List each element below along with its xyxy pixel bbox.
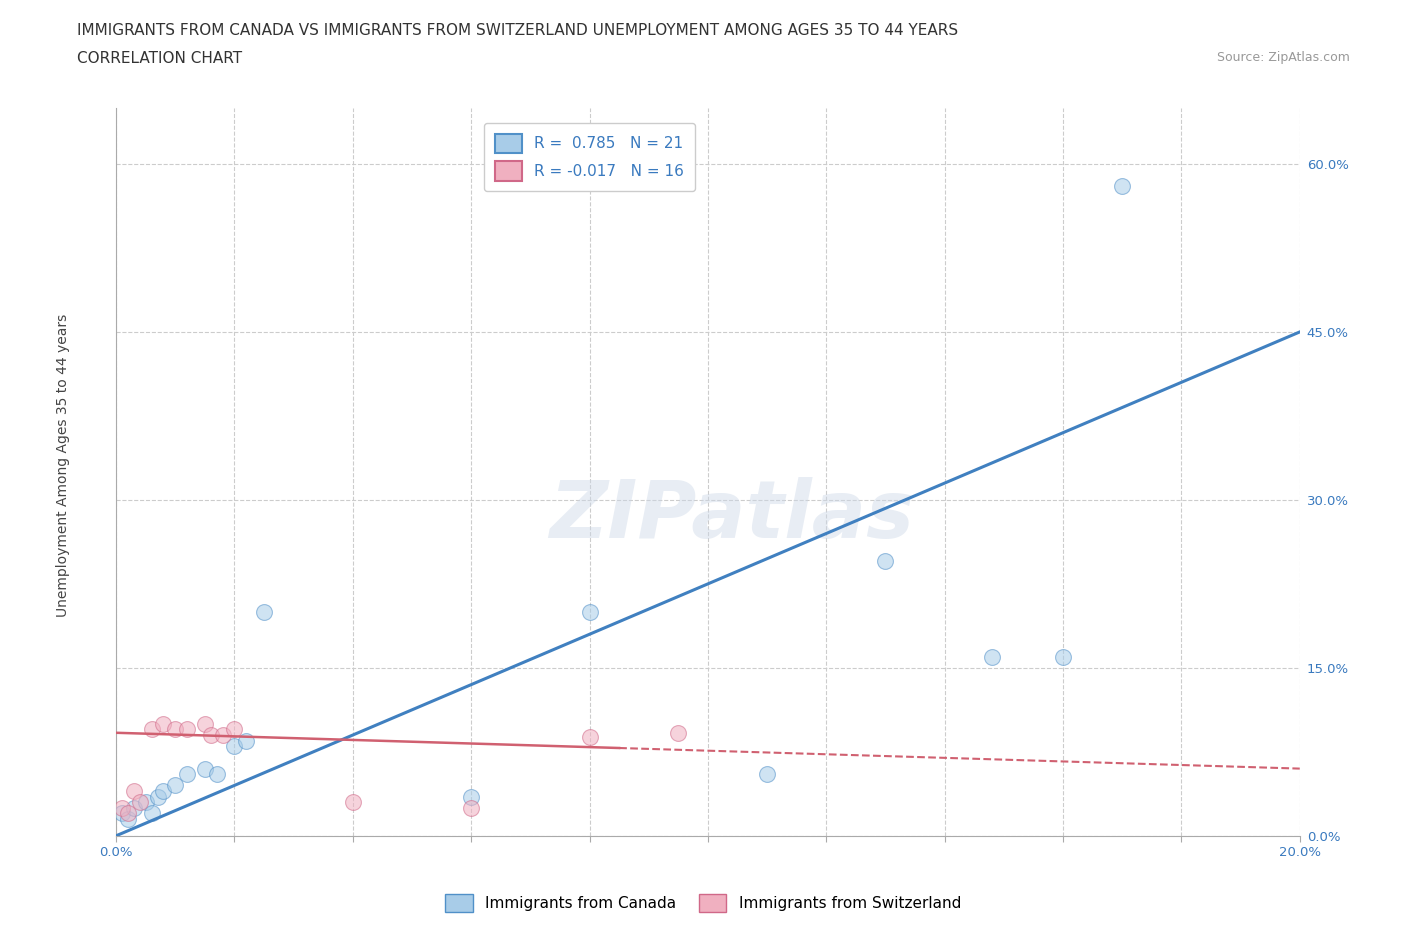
Point: [342, 795, 364, 810]
Point: [1052, 649, 1074, 664]
Point: [146, 790, 169, 804]
Point: [141, 806, 163, 821]
Point: [135, 795, 157, 810]
Point: [176, 766, 198, 781]
Point: [122, 801, 145, 816]
Point: [666, 725, 689, 740]
Point: [111, 806, 134, 821]
Point: [253, 604, 276, 619]
Point: [117, 806, 139, 821]
Text: CORRELATION CHART: CORRELATION CHART: [77, 51, 242, 66]
Text: Source: ZipAtlas.com: Source: ZipAtlas.com: [1216, 51, 1350, 64]
Point: [224, 722, 246, 737]
Point: [176, 722, 198, 737]
Point: [460, 790, 482, 804]
Point: [152, 784, 174, 799]
Point: [578, 730, 600, 745]
Text: Unemployment Among Ages 35 to 44 years: Unemployment Among Ages 35 to 44 years: [56, 313, 70, 617]
Point: [194, 761, 217, 776]
Point: [141, 722, 163, 737]
Point: [165, 722, 187, 737]
Point: [211, 727, 233, 742]
Point: [128, 795, 150, 810]
Point: [756, 766, 779, 781]
Point: [111, 801, 134, 816]
Text: ZIPatlas: ZIPatlas: [550, 476, 914, 554]
Point: [235, 733, 257, 748]
Point: [152, 716, 174, 731]
Legend: Immigrants from Canada, Immigrants from Switzerland: Immigrants from Canada, Immigrants from …: [439, 888, 967, 918]
Point: [981, 649, 1004, 664]
Point: [224, 738, 246, 753]
Legend: R =  0.785   N = 21, R = -0.017   N = 16: R = 0.785 N = 21, R = -0.017 N = 16: [484, 123, 695, 192]
Point: [1111, 179, 1133, 193]
Point: [165, 778, 187, 793]
Point: [205, 766, 228, 781]
Point: [200, 727, 222, 742]
Point: [875, 554, 897, 569]
Point: [578, 604, 600, 619]
Text: IMMIGRANTS FROM CANADA VS IMMIGRANTS FROM SWITZERLAND UNEMPLOYMENT AMONG AGES 35: IMMIGRANTS FROM CANADA VS IMMIGRANTS FRO…: [77, 23, 959, 38]
Point: [460, 801, 482, 816]
Point: [117, 812, 139, 827]
Point: [122, 784, 145, 799]
Point: [194, 716, 217, 731]
